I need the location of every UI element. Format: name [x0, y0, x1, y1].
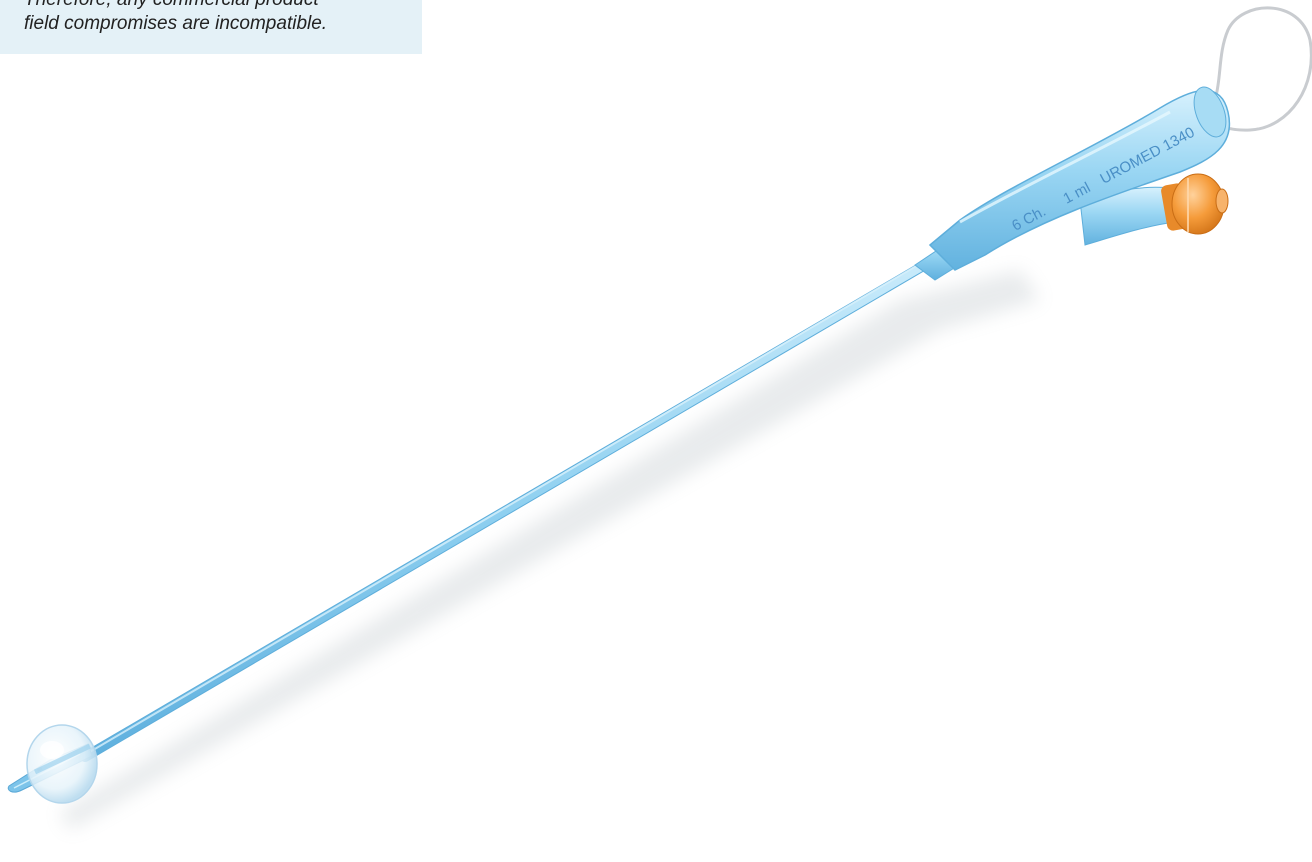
- catheter-shadow: [60, 270, 1040, 830]
- retaining-loop: [1203, 6, 1312, 132]
- catheter-funnel: [928, 86, 1231, 271]
- note-box: Therefore, any commercial product field …: [0, 0, 422, 54]
- note-line-2: field compromises are incompatible.: [24, 13, 328, 34]
- catheter-shaft: [80, 257, 935, 762]
- note-line-1: Therefore, any commercial product: [24, 0, 319, 11]
- inflation-valve: [1161, 173, 1229, 235]
- balloon: [26, 724, 98, 804]
